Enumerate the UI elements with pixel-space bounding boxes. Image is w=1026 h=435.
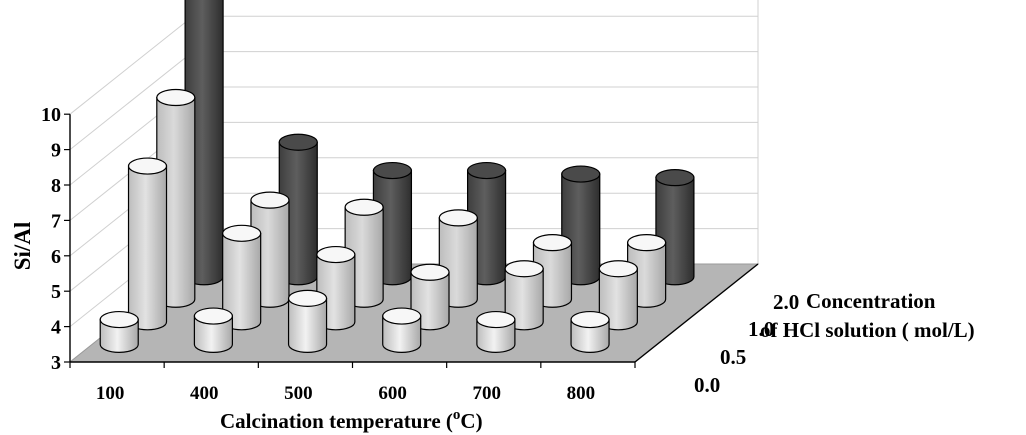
z-axis-title-line1: Concentration [806, 289, 936, 313]
bar-top [316, 245, 356, 264]
bar-top [99, 310, 139, 329]
bar-top [344, 198, 384, 216]
y-tick-label: 5 [51, 281, 61, 303]
x-tick-label: 600 [378, 383, 407, 404]
bar-body [570, 318, 610, 353]
bar-top [504, 260, 544, 278]
y-axis-title: Si/Al [10, 222, 35, 271]
bar-top [250, 191, 290, 209]
bar [99, 310, 139, 353]
bar-body [382, 315, 422, 353]
bar [287, 289, 328, 353]
bar-body [476, 318, 516, 353]
bar [476, 310, 516, 353]
bar-top [561, 165, 601, 183]
z-axis-line [634, 263, 759, 363]
bar-top [278, 133, 318, 151]
y-tick-label: 3 [51, 352, 61, 374]
labels: Si/Al Calcination temperature (oC) Conce… [10, 222, 975, 433]
y-tick-label: 7 [51, 210, 61, 232]
bar [598, 260, 638, 331]
axes: 3 4 5 6 7 8 9 10 100 400 500 600 700 800 0.00.51.0 2.0 [41, 104, 799, 404]
bar-top [222, 224, 262, 242]
bar-top [655, 169, 695, 187]
bars [99, 0, 695, 353]
x-tick-label: 100 [96, 383, 125, 404]
bar-top [372, 161, 413, 180]
bar [222, 224, 262, 331]
bar-top [627, 234, 667, 252]
bar-body [193, 315, 233, 353]
bar [193, 307, 233, 353]
z-tick-label: 2.0 [773, 290, 799, 314]
bar-top [598, 260, 638, 278]
y-tick-label: 6 [51, 246, 61, 268]
z-tick-label: 0.5 [720, 345, 746, 369]
bar-body [127, 165, 168, 331]
bar-top [382, 307, 422, 325]
y-tick-label: 8 [51, 175, 61, 197]
bar-body [287, 297, 328, 353]
z-tick-label: 0.0 [694, 373, 720, 397]
bar-body [99, 318, 139, 353]
bar-top [127, 157, 168, 175]
x-tick-label: 800 [567, 383, 596, 404]
bar-top [193, 307, 233, 325]
x-tick-label: 500 [284, 383, 313, 404]
bar [127, 157, 168, 331]
bar [382, 307, 422, 353]
bar-top [410, 263, 450, 281]
bar-top [438, 209, 478, 227]
x-axis-title: Calcination temperature (oC) [220, 407, 483, 433]
y-tick-label: 9 [51, 140, 61, 162]
z-axis-title-line2: of HCl solution ( mol/L) [760, 318, 975, 342]
z-tick-label: 1.0 [748, 317, 774, 341]
bar [504, 260, 544, 331]
bar-top [287, 289, 328, 307]
y-tick-label: 10 [41, 104, 61, 126]
bar-top [476, 310, 516, 329]
bar-top [570, 310, 610, 329]
y-tick-label: 4 [51, 317, 61, 339]
x-tick-label: 400 [190, 383, 219, 404]
x-tick-label: 700 [473, 383, 502, 404]
bar-top [156, 88, 196, 107]
bar-top [466, 161, 507, 180]
bar-top [532, 234, 573, 252]
bar [570, 310, 610, 353]
